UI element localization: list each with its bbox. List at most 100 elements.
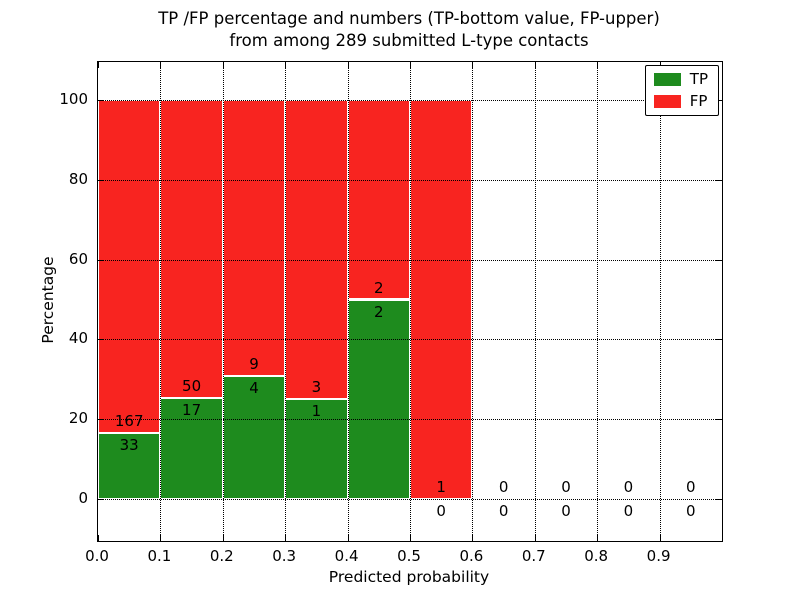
chart-title: TP /FP percentage and numbers (TP-bottom… [97,8,721,52]
y-tick-label: 60 [68,249,88,268]
bar-fp [410,99,473,500]
x-tick-mark-top [597,62,599,68]
x-tick-mark-top [160,62,162,68]
x-tick-label: 0.8 [584,547,609,565]
x-tick-mark [347,535,349,541]
y-tick-mark [98,179,104,181]
x-tick-label: 0.4 [334,547,359,565]
bar-label-fp: 50 [182,376,202,395]
bar-label-fp: 9 [249,355,259,374]
bar-fp [98,99,161,434]
bar-fp [160,99,223,398]
y-tick-label: 0 [78,489,88,508]
bar-labels-layer: 167 33 50 17 9 4 3 1 2 2 1 0 0 0 0 0 0 0 0 0 [98,62,722,541]
plot-area: 167 33 50 17 9 4 3 1 2 2 1 0 0 0 0 0 0 0 0 0 TP FP [97,61,723,542]
legend-swatch-tp [653,73,681,86]
bar-label-fp: 0 [686,478,696,497]
x-tick-mark-top [410,62,411,68]
x-axis-label: Predicted probability [328,568,490,586]
legend: TP FP [644,65,719,116]
bar-label-tp: 0 [436,502,446,521]
x-tick-mark [285,535,287,541]
x-tick-mark [160,535,162,541]
x-tick-mark [597,535,599,541]
y-tick-label: 20 [68,409,88,428]
grid-layer [98,62,722,541]
bars-layer [98,62,722,541]
grid-line-v [285,62,287,541]
grid-line-v [347,62,349,541]
x-tick-label: 0.7 [521,547,546,565]
y-tick-mark-right [716,99,722,101]
y-tick-label: 100 [59,89,88,108]
legend-label-fp: FP [689,92,708,110]
x-tick-mark-top [347,62,349,68]
bar-label-tp: 2 [374,302,384,321]
chart-title-line2: from among 289 submitted L-type contacts [229,31,589,50]
x-tick-mark-top [285,62,287,68]
bar-fp [285,99,348,400]
bar-label-tp: 0 [561,502,571,521]
bar-label-tp: 0 [498,502,509,521]
x-tick-label: 0.6 [459,547,484,565]
bar-label-fp: 167 [114,412,144,431]
y-tick-label: 40 [68,329,88,348]
x-tick-mark-top [472,62,474,68]
bar-label-tp: 1 [311,402,322,421]
y-tick-mark [98,419,104,421]
legend-entry-tp: TP [653,70,708,88]
x-tick-mark [534,535,536,541]
bar-label-fp: 1 [436,478,446,497]
x-tick-mark-top [222,62,224,68]
bar-label-fp: 0 [561,478,571,497]
legend-label-tp: TP [689,70,708,88]
x-tick-label: 0.3 [272,547,297,565]
x-tick-label: 0.9 [646,547,671,565]
grid-line-v [160,62,162,541]
chart-title-line1: TP /FP percentage and numbers (TP-bottom… [158,9,660,28]
y-tick-mark-right [716,259,722,261]
bar-label-tp: 33 [119,436,139,455]
legend-swatch-fp [653,95,681,108]
x-tick-mark [472,535,474,541]
grid-line-v [597,62,599,541]
bar-fp [347,99,410,300]
x-tick-label: 0.2 [209,547,234,565]
bar-label-tp: 0 [623,502,634,521]
x-tick-mark [222,535,224,541]
grid-line-v [410,62,411,541]
bar-fp [222,99,286,377]
x-tick-label: 0.1 [147,547,172,565]
bar-label-tp: 0 [686,502,696,521]
bar-label-fp: 3 [311,378,322,397]
grid-line-v [534,62,536,541]
bar-label-tp: 17 [182,400,202,419]
bar-label-fp: 0 [498,478,509,497]
grid-line-v [222,62,224,541]
y-tick-mark-right [716,179,722,181]
y-tick-mark [98,99,104,101]
y-tick-mark-right [716,499,722,501]
x-tick-mark [98,535,99,541]
bar-label-fp: 2 [374,278,384,297]
y-tick-mark [98,259,104,261]
bar-label-fp: 0 [623,478,634,497]
x-tick-label: 0.5 [397,547,421,565]
x-tick-mark [659,535,661,541]
grid-line-v [659,62,661,541]
y-tick-mark [98,499,104,501]
x-tick-mark-top [98,62,99,68]
ticks-layer [98,62,722,541]
bar-tp [98,433,161,500]
y-tick-mark-right [716,339,722,341]
y-tick-mark [98,339,104,341]
grid-line-v [472,62,474,541]
x-tick-mark [410,535,411,541]
x-tick-label: 0.0 [85,547,109,565]
legend-entry-fp: FP [653,92,708,110]
y-tick-mark-right [716,419,722,421]
bar-label-tp: 4 [249,379,259,398]
y-tick-label: 80 [68,169,88,188]
x-tick-mark-top [534,62,536,68]
